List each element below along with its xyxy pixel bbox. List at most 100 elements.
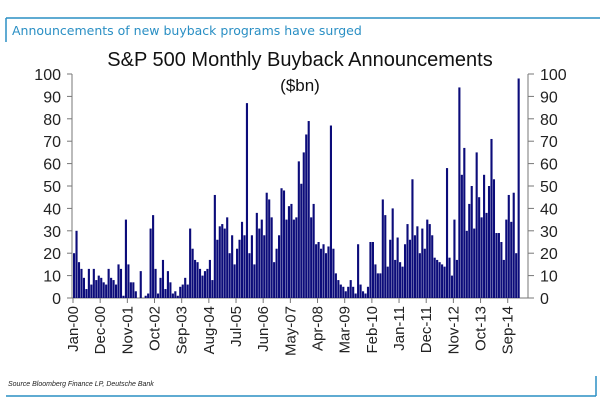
bar (327, 246, 330, 298)
bar (290, 203, 293, 298)
bar (480, 217, 483, 298)
bar (112, 280, 115, 298)
bar (485, 212, 488, 298)
bar (510, 221, 513, 298)
bar (445, 168, 449, 298)
bar (82, 277, 85, 298)
bar (228, 253, 231, 298)
bar (411, 179, 414, 298)
bar (413, 235, 416, 298)
bar (282, 190, 286, 298)
bar (473, 228, 476, 298)
y-tick-label-right: 20 (540, 246, 558, 263)
bar (154, 268, 157, 298)
bar (171, 293, 174, 298)
bar (117, 264, 120, 298)
bar (139, 271, 142, 298)
y-tick-label-right: 70 (540, 134, 558, 151)
bar (364, 293, 367, 298)
bar (458, 87, 461, 298)
bar (507, 194, 510, 298)
bar (416, 226, 419, 298)
bar (263, 235, 266, 298)
y-tick-label-left: 70 (43, 134, 61, 151)
x-tick-label: Apr-08 (310, 306, 327, 351)
bar (176, 295, 179, 298)
bars (73, 78, 520, 299)
bar (492, 179, 496, 298)
bar (105, 284, 108, 298)
bar (184, 277, 187, 298)
bar (181, 284, 184, 298)
bar (376, 273, 379, 298)
bar (85, 289, 88, 298)
bar (201, 275, 204, 298)
y-tick-label-right: 90 (540, 89, 558, 106)
bar (322, 244, 325, 298)
x-tick-label: Mar-09 (337, 306, 354, 354)
bar (196, 262, 199, 298)
bar (245, 103, 249, 299)
bar (223, 228, 226, 298)
bar (243, 235, 246, 298)
bar (169, 282, 172, 298)
bar (226, 217, 229, 298)
bar (213, 194, 216, 298)
x-tick-label: Aug-04 (201, 306, 218, 354)
bar (490, 138, 493, 298)
bar (107, 268, 110, 298)
bar (428, 224, 431, 298)
x-tick-label: Jun-06 (255, 306, 272, 352)
x-tick-label: Jan-11 (391, 306, 408, 351)
y-tick-label-right: 80 (540, 112, 558, 129)
bar (399, 262, 402, 298)
bar (354, 293, 357, 298)
x-tick-label: Jul-05 (228, 306, 245, 347)
bar (332, 248, 335, 298)
bar (149, 228, 152, 298)
bar (238, 239, 241, 298)
y-tick-label-right: 40 (540, 201, 558, 218)
bar (255, 212, 258, 298)
bar (517, 78, 520, 298)
bar (342, 286, 345, 298)
bar (512, 192, 515, 298)
bar (97, 275, 100, 298)
y-tick-label-left: 50 (43, 179, 61, 196)
bar (468, 203, 471, 298)
y-tick-label-right: 60 (540, 157, 558, 174)
bar (324, 253, 328, 298)
bar (268, 199, 271, 298)
bar (431, 235, 434, 298)
bar (359, 284, 362, 298)
bar (487, 186, 491, 298)
bar (122, 295, 125, 298)
bar (211, 280, 214, 298)
bar (495, 233, 498, 298)
bar (240, 221, 244, 298)
x-tick-label: Feb-10 (364, 306, 381, 354)
bar (403, 244, 407, 298)
bar (231, 235, 234, 298)
bar (505, 219, 508, 298)
bar (465, 230, 468, 298)
bar (394, 259, 397, 298)
chart-title: S&P 500 Monthly Buyback Announcements (107, 49, 492, 71)
bar (194, 259, 197, 298)
bar (80, 268, 83, 298)
bar (152, 215, 155, 298)
bar (132, 282, 135, 298)
bar (233, 264, 236, 298)
bar (161, 259, 165, 298)
bar (127, 264, 130, 298)
bar (320, 248, 323, 298)
bar (366, 286, 370, 298)
bar (119, 268, 123, 298)
bar (339, 284, 342, 298)
bar (371, 242, 374, 298)
bar (352, 286, 355, 298)
bar (250, 235, 253, 298)
bar (147, 293, 150, 298)
bar (285, 219, 288, 298)
